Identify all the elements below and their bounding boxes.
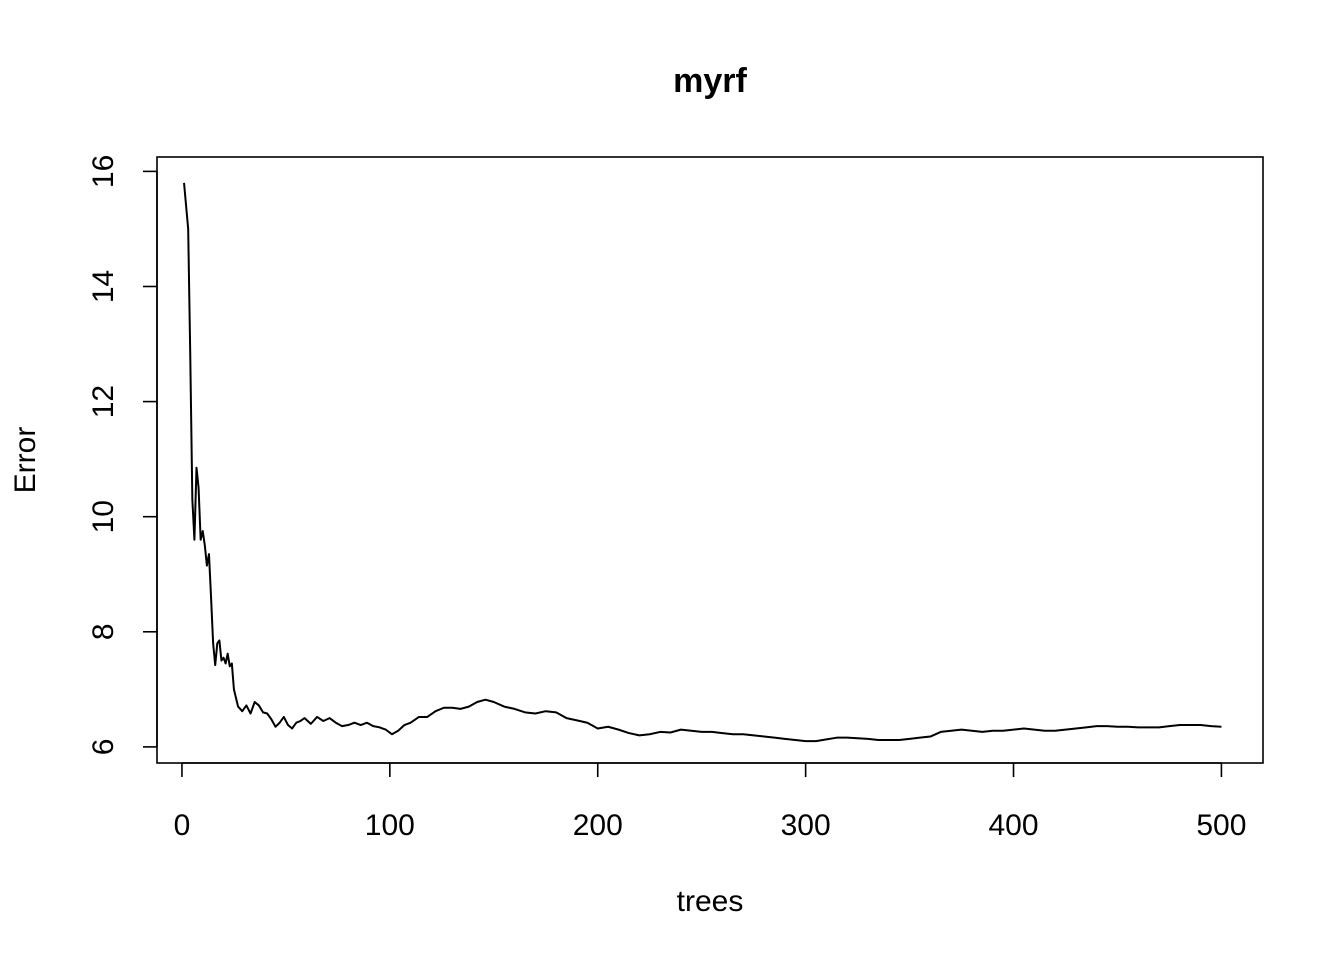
- x-tick-label: 300: [781, 809, 831, 842]
- x-axis: 0 100 200 300 400 500: [174, 762, 1246, 842]
- y-tick-label: 10: [87, 500, 120, 533]
- x-axis-label: trees: [677, 885, 744, 918]
- plot-frame: [156, 156, 1264, 764]
- series-layer: [183, 182, 1222, 743]
- y-tick-label: 12: [87, 385, 120, 418]
- x-tick-label: 200: [573, 809, 623, 842]
- y-axis-label: Error: [9, 427, 42, 494]
- x-tick-label: 500: [1196, 809, 1246, 842]
- y-tick-label: 14: [87, 270, 120, 303]
- y-tick-label: 8: [87, 623, 120, 640]
- series-line: [183, 182, 1222, 743]
- x-tick-label: 100: [365, 809, 415, 842]
- y-tick-label: 16: [87, 155, 120, 188]
- x-tick-label: 400: [988, 809, 1038, 842]
- y-tick-label: 6: [87, 739, 120, 756]
- y-axis: 6 8 10 12 14 16: [87, 155, 158, 756]
- x-tick-label: 0: [174, 809, 191, 842]
- chart-title: myrf: [673, 62, 747, 100]
